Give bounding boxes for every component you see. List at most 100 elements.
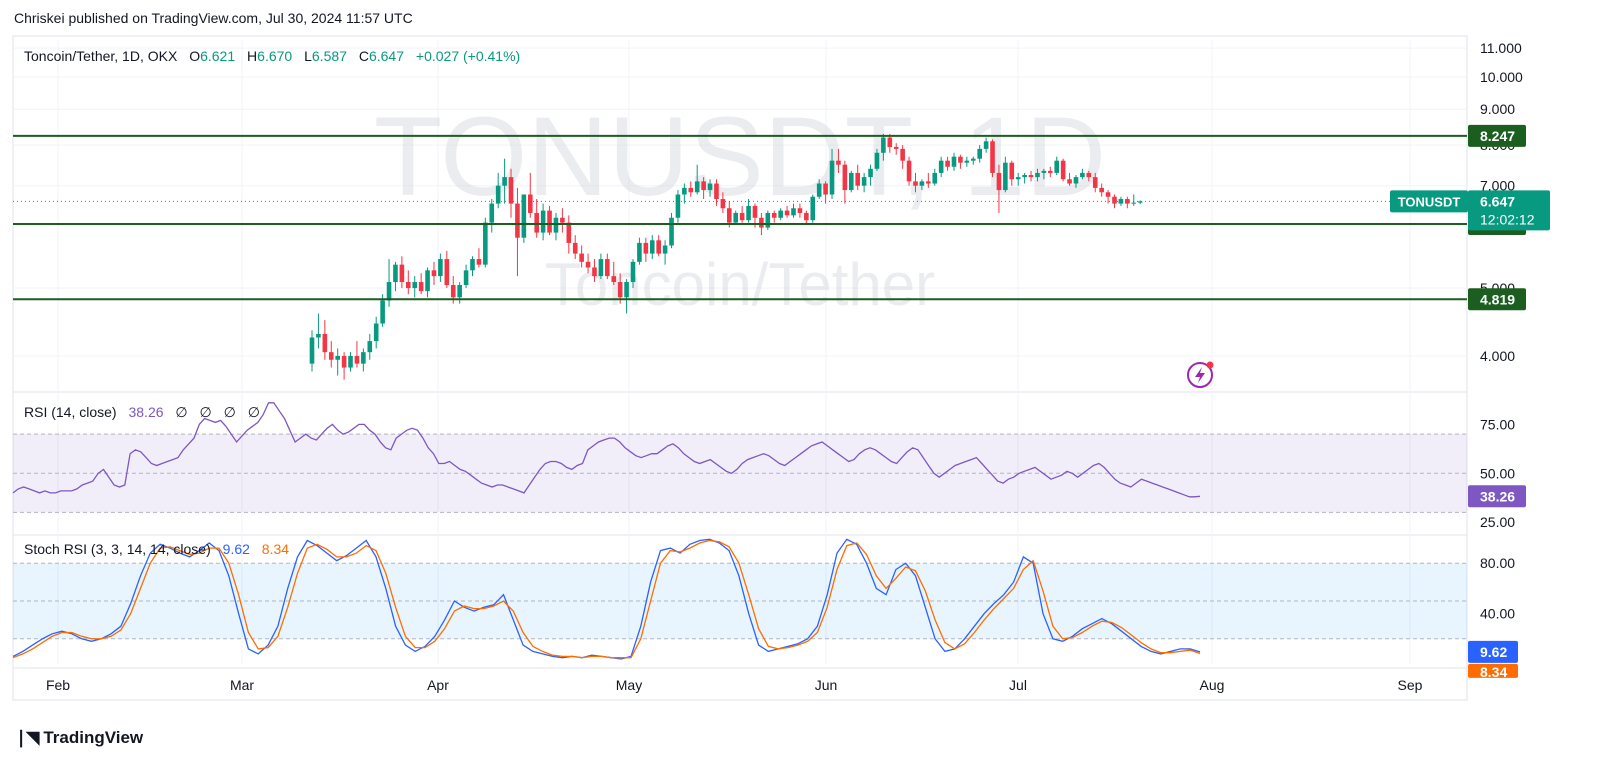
- candle-body: [1035, 172, 1040, 178]
- candle-body: [752, 205, 758, 218]
- stoch-k-legend: 9.62: [223, 541, 250, 557]
- ticker-tag: TONUSDT: [1390, 190, 1468, 213]
- candle-body: [932, 172, 938, 184]
- candle-body: [881, 137, 886, 153]
- candle-body: [1137, 201, 1143, 203]
- rsi-tick-label: 25.00: [1480, 514, 1515, 530]
- rsi-line: [12, 402, 1201, 498]
- time-tick-label: Mar: [230, 677, 254, 693]
- candle-body: [771, 212, 777, 218]
- candle-body: [1073, 177, 1079, 184]
- candle-body: [906, 160, 912, 182]
- candle-body: [457, 285, 462, 298]
- candle-body: [463, 270, 469, 286]
- rsi-title: RSI (14, close): [24, 404, 117, 420]
- candle-body: [489, 203, 495, 223]
- candle-body: [354, 355, 360, 364]
- ticker-tag-label: TONUSDT: [1398, 194, 1461, 209]
- candle-body: [438, 259, 443, 277]
- candle-body: [328, 352, 334, 360]
- candle-body: [566, 222, 572, 243]
- candle-body: [913, 181, 918, 186]
- legend-high: 6.670: [257, 48, 292, 64]
- rsi-legend[interactable]: RSI (14, close) 38.26 ∅ ∅ ∅ ∅: [24, 404, 260, 420]
- candle-body: [964, 160, 970, 163]
- watermark-name: Toncoin/Tether: [545, 251, 935, 318]
- stoch-tick-label: 80.00: [1480, 555, 1515, 571]
- candle-body: [759, 217, 764, 228]
- candle-body: [560, 217, 565, 223]
- stoch-legend[interactable]: Stoch RSI (3, 3, 14, 14, close) 9.62 8.3…: [24, 541, 289, 557]
- time-tick-label: Jun: [815, 677, 838, 693]
- price-legend[interactable]: Toncoin/Tether, 1D, OKX O6.621 H6.670 L6…: [24, 48, 520, 64]
- candle-body: [1003, 162, 1008, 191]
- candle-body: [527, 194, 533, 213]
- time-tick-label: Aug: [1200, 677, 1225, 693]
- publisher-line: Chriskei published on TradingView.com, J…: [14, 10, 413, 26]
- grid-lines: [13, 40, 1467, 664]
- candle-body: [656, 240, 661, 254]
- candle-body: [1086, 172, 1092, 178]
- candlestick-series: [309, 133, 1143, 380]
- candle-body: [791, 208, 796, 216]
- candle-body: [643, 242, 649, 254]
- candle-body: [707, 183, 713, 191]
- price-tick-label: 7.000: [1480, 178, 1515, 194]
- stoch-axis[interactable]: 80.00 40.00: [1480, 555, 1515, 621]
- rsi-legend-value: 38.26: [128, 404, 163, 420]
- brand-footer[interactable]: ❘◥ TradingView: [14, 728, 143, 748]
- legend-change: +0.027 (+0.41%): [416, 48, 520, 64]
- rsi-band-lines: [13, 433, 1467, 513]
- time-axis[interactable]: Feb Mar Apr May Jun Jul Aug Sep: [46, 677, 1423, 693]
- rsi-placeholder: ∅: [175, 404, 187, 420]
- chart-canvas[interactable]: TONUSDT, 1D Toncoin/Tether 11.000 10.000 9…: [0, 0, 1600, 715]
- candle-body: [309, 337, 315, 364]
- candle-body: [431, 270, 437, 277]
- support-resistance-levels: [13, 134, 1467, 301]
- candle-body: [476, 259, 482, 265]
- candle-body: [701, 181, 706, 191]
- stoch-d-tag-label: 8.34: [1480, 664, 1507, 680]
- watermark-symbol: TONUSDT, 1D: [374, 94, 1106, 219]
- candle-body: [1048, 170, 1053, 173]
- price-tick-label: 11.000: [1480, 40, 1522, 56]
- candle-body: [624, 282, 629, 298]
- candle-body: [412, 282, 418, 289]
- rsi-tick-label: 75.00: [1480, 416, 1515, 432]
- candle-body: [983, 141, 989, 149]
- candle-body: [855, 172, 860, 186]
- legend-high-label: H: [247, 48, 257, 64]
- candle-body: [316, 333, 321, 338]
- candle-body: [694, 181, 700, 193]
- candle-body: [540, 210, 546, 233]
- time-tick-label: Sep: [1398, 677, 1423, 693]
- candle-body: [502, 177, 507, 186]
- legend-low: 6.587: [312, 48, 347, 64]
- candle-body: [765, 212, 771, 228]
- level-tag: [1468, 288, 1526, 311]
- candle-body: [1054, 160, 1060, 173]
- candle-body: [1009, 162, 1015, 180]
- candle-body: [733, 212, 739, 223]
- candle-body: [823, 183, 828, 195]
- candle-body: [406, 282, 411, 289]
- candle-body: [829, 160, 835, 195]
- candle-body: [848, 172, 854, 191]
- candle-body: [958, 156, 963, 163]
- lightning-alert-icon[interactable]: [1187, 361, 1214, 388]
- rsi-placeholder: ∅: [248, 404, 260, 420]
- candle-body: [1112, 196, 1117, 204]
- legend-open-label: O: [189, 48, 200, 64]
- candle-body: [483, 222, 488, 265]
- candle-body: [617, 282, 623, 298]
- candle-body: [951, 156, 957, 167]
- candle-body: [868, 168, 873, 178]
- candle-body: [1080, 172, 1085, 178]
- candle-body: [727, 208, 732, 223]
- candle-body: [380, 300, 385, 324]
- candle-body: [367, 341, 373, 353]
- rsi-axis[interactable]: 75.00 50.00 25.00: [1480, 416, 1515, 530]
- rsi-tick-label: 50.00: [1480, 465, 1515, 481]
- candle-body: [553, 217, 559, 233]
- last-price-value: 6.647: [1480, 193, 1515, 209]
